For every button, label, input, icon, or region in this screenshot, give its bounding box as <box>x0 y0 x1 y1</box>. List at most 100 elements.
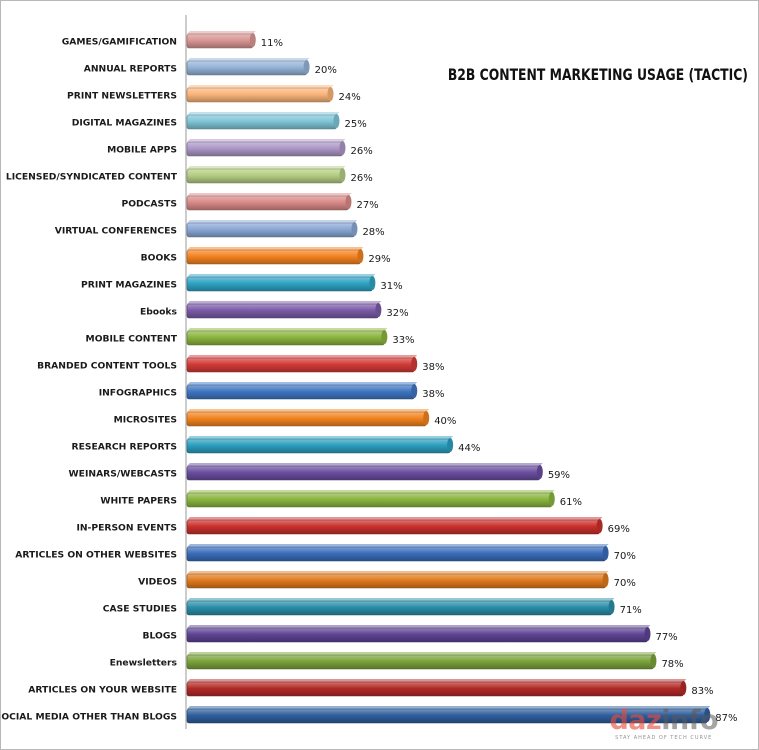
value-label: 28% <box>362 227 384 238</box>
bar <box>186 573 606 589</box>
value-label: 83% <box>691 686 713 697</box>
bar <box>186 627 648 643</box>
bar-end-cap <box>327 87 334 101</box>
bar <box>186 465 541 481</box>
bar-top-face <box>187 652 657 655</box>
bar <box>186 438 451 454</box>
bar-end-cap <box>369 276 376 290</box>
bar-top-face <box>187 274 376 277</box>
category-label: RESEARCH REPORTS <box>72 442 178 453</box>
value-label: 70% <box>614 551 636 562</box>
bar-end-cap <box>608 600 615 614</box>
value-label: 38% <box>422 389 444 400</box>
bar-top-face <box>187 85 334 88</box>
bar-end-cap <box>644 627 651 641</box>
category-label: IN-PERSON EVENTS <box>76 523 177 534</box>
value-label: 40% <box>434 416 456 427</box>
category-label: ARTICLES ON OTHER WEBSITES <box>15 550 177 561</box>
bar-top-face <box>187 490 555 493</box>
category-label: INFOGRAPHICS <box>99 388 177 399</box>
bar-top-face <box>187 139 346 142</box>
bar-top-face <box>187 598 615 601</box>
category-label: Ebooks <box>140 307 178 318</box>
bar-end-cap <box>602 546 609 560</box>
watermark-logo-part-b: info <box>661 705 718 736</box>
value-label: 20% <box>315 65 337 76</box>
bar <box>186 141 343 157</box>
value-label: 59% <box>548 470 570 481</box>
category-label: BLOGS <box>143 631 178 642</box>
bar <box>186 222 355 238</box>
bar-top-face <box>187 58 310 61</box>
category-label: Enewsletters <box>110 658 178 669</box>
bar-top-face <box>187 31 256 34</box>
bar <box>186 276 373 292</box>
value-label: 70% <box>614 578 636 589</box>
bar-top-face <box>187 571 609 574</box>
bar <box>186 357 415 373</box>
value-label: 27% <box>356 200 378 211</box>
value-label: 71% <box>620 605 642 616</box>
bar-top-face <box>187 544 609 547</box>
bar-end-cap <box>447 438 454 452</box>
bar-end-cap <box>351 222 358 236</box>
bar-end-cap <box>249 33 256 47</box>
bar-top-face <box>187 112 340 115</box>
bar-end-cap <box>411 357 418 371</box>
bar-end-cap <box>650 654 657 668</box>
watermark-logo-part-a: daz <box>609 705 662 736</box>
category-label: MICROSITES <box>114 415 177 426</box>
bar-end-cap <box>411 384 418 398</box>
bar-end-cap <box>596 519 603 533</box>
bar-top-face <box>187 193 352 196</box>
bar <box>186 60 307 76</box>
watermark-logo-text: dazinfo <box>609 707 718 735</box>
bar-end-cap <box>381 330 388 344</box>
bar-top-face <box>187 625 651 628</box>
bar-end-cap <box>704 708 711 722</box>
value-label: 11% <box>261 38 283 49</box>
category-label: VIDEOS <box>138 577 177 588</box>
value-label: 32% <box>386 308 408 319</box>
bar <box>186 546 606 562</box>
bar-top-face <box>187 409 430 412</box>
bar-top-face <box>187 220 358 223</box>
bar-end-cap <box>357 249 364 263</box>
bar <box>186 681 684 697</box>
bar <box>186 411 427 427</box>
bar-top-face <box>187 301 382 304</box>
bar <box>186 384 415 400</box>
category-label: BRANDED CONTENT TOOLS <box>37 361 177 372</box>
bar <box>186 114 337 130</box>
category-label: LICENSED/SYNDICATED CONTENT <box>6 172 178 183</box>
bar-end-cap <box>536 465 543 479</box>
category-label: VIRTUAL CONFERENCES <box>55 226 177 237</box>
category-label: WEINARS/WEBCASTS <box>69 469 177 480</box>
bar <box>186 303 379 319</box>
bar <box>186 87 331 103</box>
category-label: ARTICLES ON YOUR WEBSITE <box>28 685 177 696</box>
category-label: PRINT NEWSLETTERS <box>67 91 177 102</box>
value-label: 61% <box>560 497 582 508</box>
bar-top-face <box>187 328 388 331</box>
bars-group: GAMES/GAMIFICATION 11% ANNUAL REPORTS 20% PR… <box>1 31 737 724</box>
value-label: 31% <box>380 281 402 292</box>
bar-end-cap <box>339 141 346 155</box>
bar <box>186 33 254 49</box>
value-label: 69% <box>608 524 630 535</box>
category-label: CASE STUDIES <box>103 604 177 615</box>
chart-title: B2B CONTENT MARKETING USAGE (TACTIC) <box>447 65 748 84</box>
category-label: DIGITAL MAGAZINES <box>72 118 177 129</box>
bar-top-face <box>187 166 346 169</box>
value-label: 26% <box>350 146 372 157</box>
bar <box>186 519 600 535</box>
value-label: 24% <box>339 92 361 103</box>
bar-top-face <box>187 382 418 385</box>
bar-end-cap <box>680 681 687 695</box>
category-label: SOCIAL MEDIA OTHER THAN BLOGS <box>1 712 177 723</box>
value-label: 38% <box>422 362 444 373</box>
bar <box>186 249 361 265</box>
bar-top-face <box>187 436 454 439</box>
